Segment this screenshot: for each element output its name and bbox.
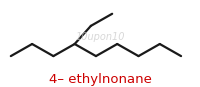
Text: 10upon10: 10upon10 <box>75 32 125 42</box>
Text: 4– ethylnonane: 4– ethylnonane <box>49 73 151 86</box>
